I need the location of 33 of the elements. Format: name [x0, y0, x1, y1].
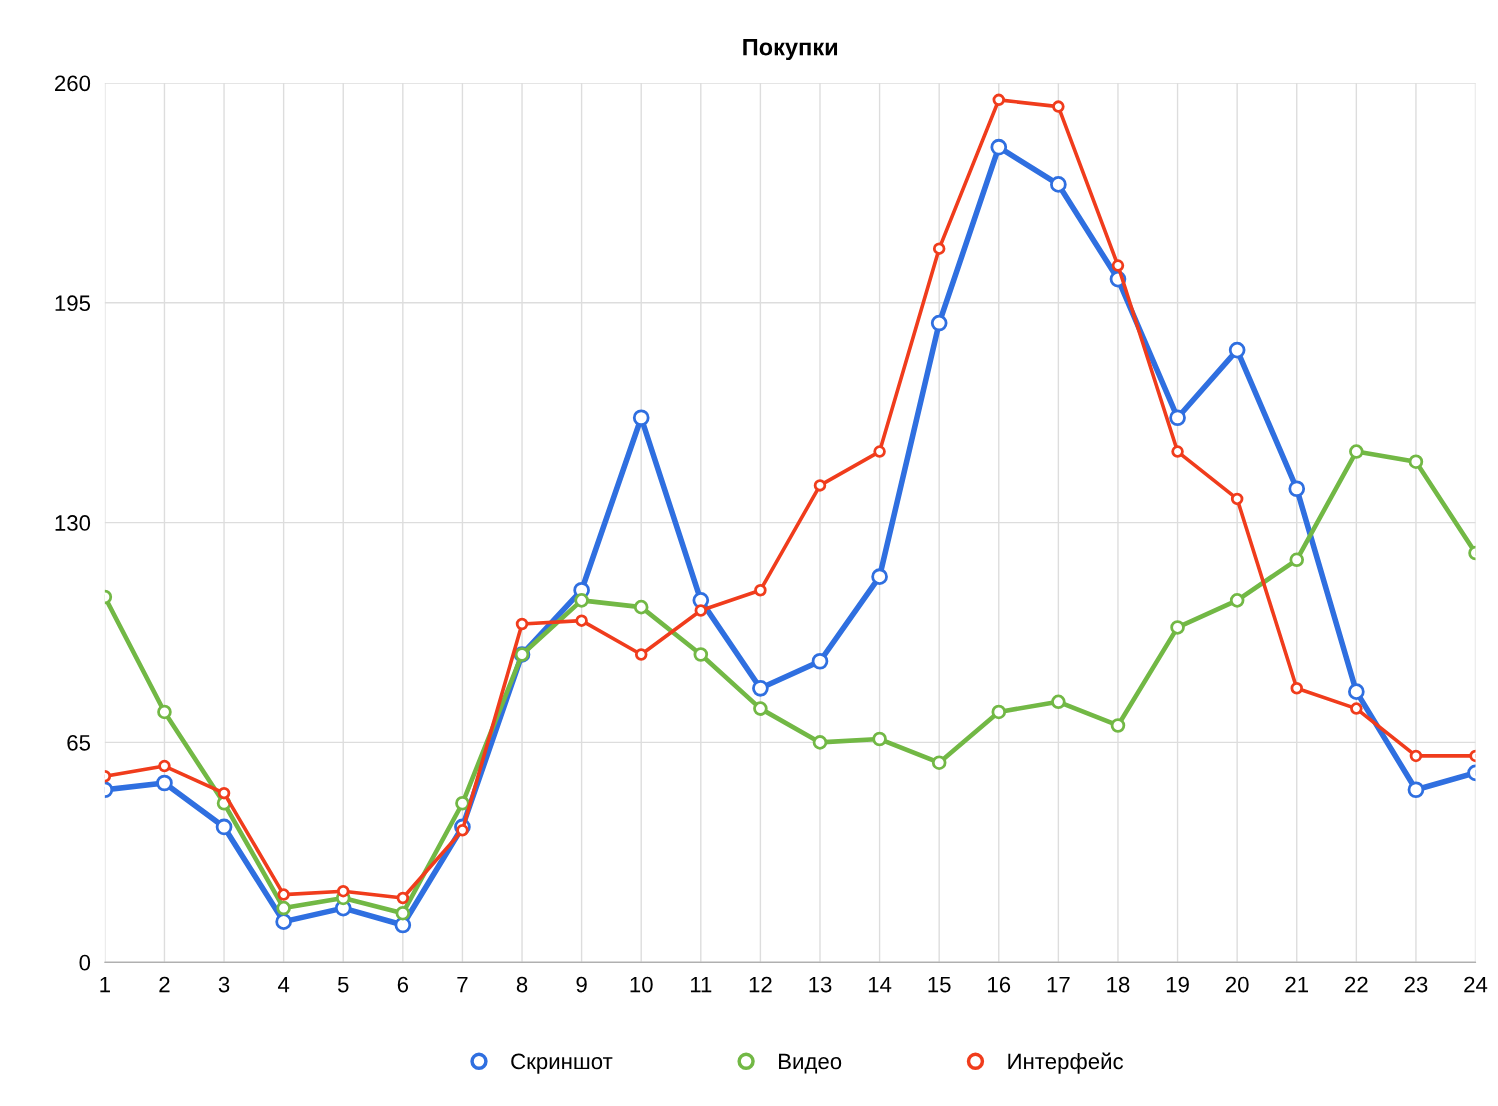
y-tick-label: 130 — [55, 515, 91, 531]
x-tick-label: 24 — [1464, 976, 1488, 993]
x-tick-label: 21 — [1285, 976, 1309, 993]
x-tick-label: 1 — [100, 976, 110, 993]
x-tick-label: 13 — [809, 976, 832, 993]
legend-label: Видео — [779, 1053, 842, 1074]
x-tick-label: 16 — [988, 976, 1011, 993]
x-tick-label: 10 — [630, 976, 653, 993]
x-tick-label: 18 — [1107, 976, 1130, 993]
x-tick-label: 15 — [928, 976, 951, 993]
x-tick-label: 22 — [1345, 976, 1368, 993]
x-tick-label: 6 — [397, 976, 409, 993]
legend-label: Скриншот — [511, 1053, 613, 1074]
x-tick-label: 20 — [1225, 976, 1249, 993]
x-tick-label: 19 — [1166, 976, 1189, 993]
x-tick-label: 7 — [457, 976, 468, 993]
x-tick-label: 14 — [868, 976, 892, 993]
x-tick-label: 8 — [516, 976, 528, 993]
chart-title: Покупки — [743, 38, 838, 61]
x-tick-label: 5 — [337, 976, 349, 993]
legend-label: Интерфейс — [1008, 1052, 1124, 1074]
x-tick-label: 23 — [1404, 976, 1428, 993]
x-tick-label: 9 — [576, 976, 587, 993]
y-tick-label: 260 — [55, 75, 91, 92]
x-tick-label: 2 — [159, 976, 170, 993]
x-tick-label: 17 — [1047, 976, 1070, 993]
x-tick-label: 11 — [690, 976, 712, 993]
x-tick-label: 12 — [749, 976, 772, 993]
y-tick-label: 65 — [67, 734, 91, 751]
x-tick-label: 3 — [218, 976, 230, 993]
y-tick-label: 195 — [55, 295, 91, 312]
x-tick-label: 4 — [277, 976, 290, 993]
y-tick-label: 0 — [79, 954, 91, 971]
